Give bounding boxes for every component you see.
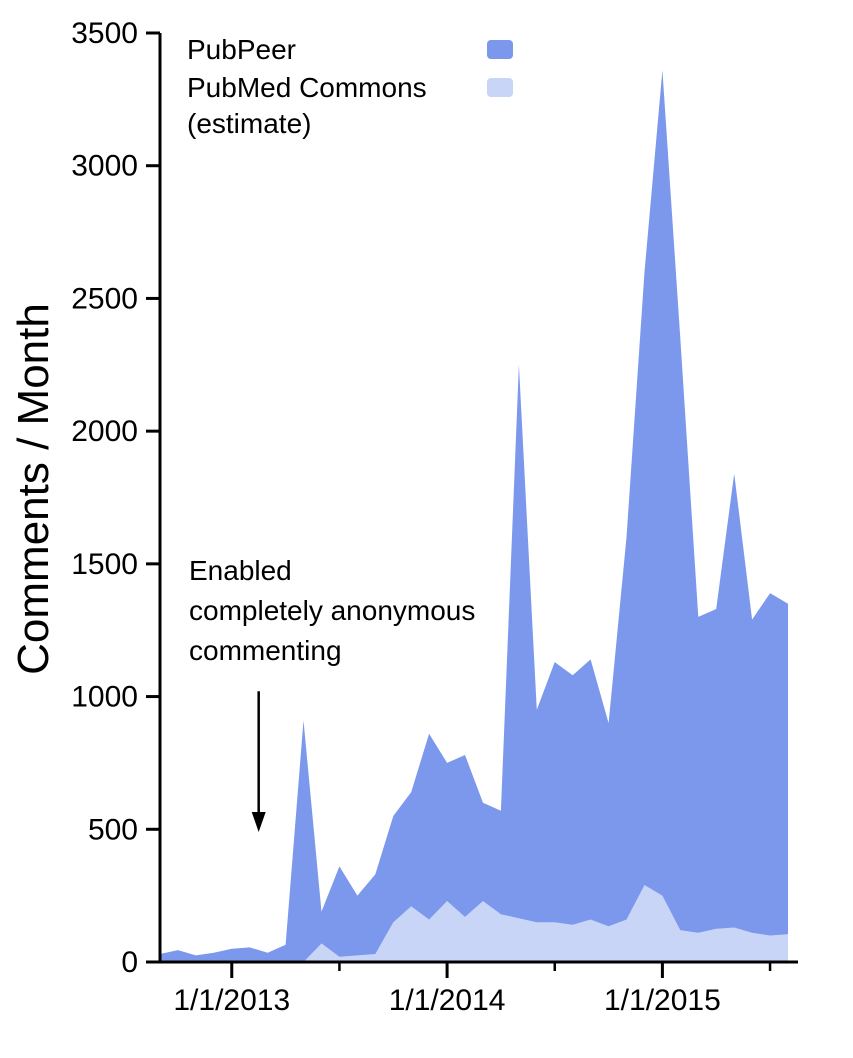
area-series-1 xyxy=(160,885,788,962)
y-tick-label: 3500 xyxy=(71,17,138,50)
legend-label-pubmed-commons: PubMed Commons xyxy=(187,72,427,103)
y-tick-label: 3000 xyxy=(71,150,138,183)
y-tick-label: 500 xyxy=(88,813,138,846)
legend-label-pubpeer: PubPeer xyxy=(187,34,296,65)
legend-label-estimate: (estimate) xyxy=(187,108,312,139)
y-tick-label: 2000 xyxy=(71,415,138,448)
x-tick-label: 1/1/2015 xyxy=(604,984,721,1017)
annotation-line: commenting xyxy=(189,635,342,666)
y-tick-label: 2500 xyxy=(71,282,138,315)
y-axis-title: Comments / Month xyxy=(9,303,58,675)
y-tick-label: 1000 xyxy=(71,681,138,714)
annotation-arrow-head xyxy=(251,811,266,832)
legend-swatch-pubmed-commons xyxy=(487,78,513,97)
y-tick-label: 1500 xyxy=(71,548,138,581)
y-tick-label: 0 xyxy=(121,946,138,979)
annotation-text: Enabled completely anonymous commenting xyxy=(189,551,475,671)
x-tick-label: 1/1/2014 xyxy=(389,984,506,1017)
annotation-line: Enabled xyxy=(189,555,292,586)
annotation-line: completely anonymous xyxy=(189,595,476,626)
area-series-0 xyxy=(160,70,788,962)
legend-swatch-pubpeer xyxy=(487,40,513,59)
x-tick-label: 1/1/2013 xyxy=(173,984,290,1017)
